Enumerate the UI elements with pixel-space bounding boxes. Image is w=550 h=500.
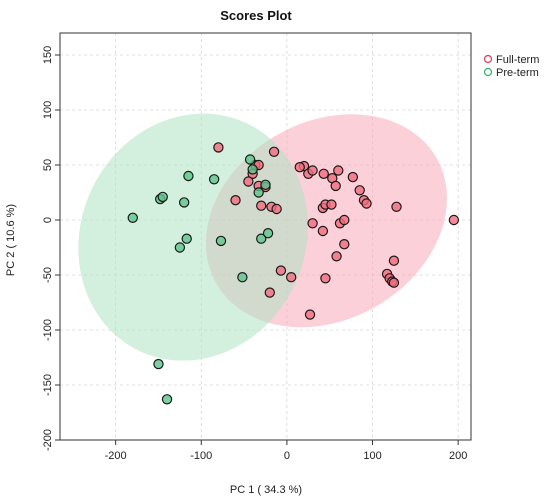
point-full-term-38 xyxy=(304,309,316,320)
point-pre-term-0 xyxy=(127,212,138,223)
point-pre-term-5 xyxy=(181,233,192,244)
point-full-term-35 xyxy=(339,238,350,250)
point-full-term-24 xyxy=(354,185,365,196)
point-full-term-31 xyxy=(307,218,318,229)
point-full-term-32 xyxy=(317,225,329,237)
point-pre-term-14 xyxy=(256,233,267,244)
point-full-term-11 xyxy=(268,146,280,157)
point-pre-term-8 xyxy=(215,235,227,247)
y-tick-label: 150 xyxy=(42,46,54,64)
y-tick-label: 0 xyxy=(42,217,54,223)
legend-label-full-term: Full-term xyxy=(496,54,539,66)
point-full-term-37 xyxy=(320,273,331,284)
point-full-term-5 xyxy=(230,194,241,206)
point-full-term-16 xyxy=(294,161,305,173)
point-full-term-13 xyxy=(275,265,287,276)
point-pre-term-2 xyxy=(157,191,168,203)
x-tick-label: 0 xyxy=(284,450,290,462)
y-axis-ticks: -200 -150 -100 -50 0 50 100 150 xyxy=(42,46,60,451)
point-full-term-0 xyxy=(213,142,224,153)
point-pre-term-16 xyxy=(153,358,164,370)
legend-marker-pre-term xyxy=(483,67,493,77)
point-full-term-12 xyxy=(264,287,275,298)
x-tick-label: 100 xyxy=(363,450,381,462)
x-axis-label: PC 1 ( 34.3 %) xyxy=(230,484,302,496)
point-pre-term-10 xyxy=(244,154,256,165)
legend-label-pre-term: Pre-term xyxy=(496,67,539,79)
point-pre-term-13 xyxy=(260,179,271,190)
y-tick-label: -200 xyxy=(42,429,54,451)
point-full-term-4 xyxy=(243,176,254,187)
data-points xyxy=(127,142,460,405)
point-full-term-18 xyxy=(307,165,318,176)
point-full-term-30 xyxy=(326,199,337,210)
point-full-term-34 xyxy=(339,214,350,226)
x-tick-label: -100 xyxy=(190,450,212,462)
point-full-term-44 xyxy=(448,214,460,226)
point-full-term-19 xyxy=(318,168,329,179)
point-full-term-23 xyxy=(347,171,359,183)
y-axis-label: PC 2 ( 10.6 %) xyxy=(5,204,17,276)
legend-marker-full-term xyxy=(483,54,493,64)
point-pre-term-12 xyxy=(253,187,264,198)
point-pre-term-17 xyxy=(161,394,173,405)
y-tick-label: -100 xyxy=(42,319,54,341)
y-tick-label: 50 xyxy=(42,159,54,171)
point-pre-term-7 xyxy=(208,174,220,185)
point-pre-term-11 xyxy=(247,164,258,175)
x-axis-ticks: -200 -100 0 100 200 xyxy=(105,440,467,462)
point-pre-term-6 xyxy=(174,242,186,253)
point-full-term-8 xyxy=(256,200,267,211)
x-tick-label: -200 xyxy=(105,450,127,462)
point-full-term-27 xyxy=(391,201,402,212)
y-tick-label: 100 xyxy=(42,101,54,119)
point-full-term-43 xyxy=(388,255,400,266)
y-tick-label: -150 xyxy=(42,374,54,396)
point-full-term-26 xyxy=(361,198,372,209)
point-pre-term-3 xyxy=(178,197,190,208)
point-full-term-14 xyxy=(285,272,297,283)
point-pre-term-4 xyxy=(183,170,194,182)
point-full-term-10 xyxy=(271,203,282,215)
point-full-term-22 xyxy=(330,180,341,192)
plot-frame xyxy=(59,32,472,441)
point-full-term-42 xyxy=(388,277,400,288)
y-tick-label: -50 xyxy=(42,267,54,283)
point-pre-term-15 xyxy=(262,227,274,239)
x-tick-label: 200 xyxy=(449,450,467,462)
point-pre-term-9 xyxy=(237,272,248,283)
point-full-term-36 xyxy=(331,251,342,262)
legend: Full-term Pre-term xyxy=(483,54,539,79)
chart-title: Scores Plot xyxy=(220,8,292,23)
point-full-term-21 xyxy=(333,165,344,176)
